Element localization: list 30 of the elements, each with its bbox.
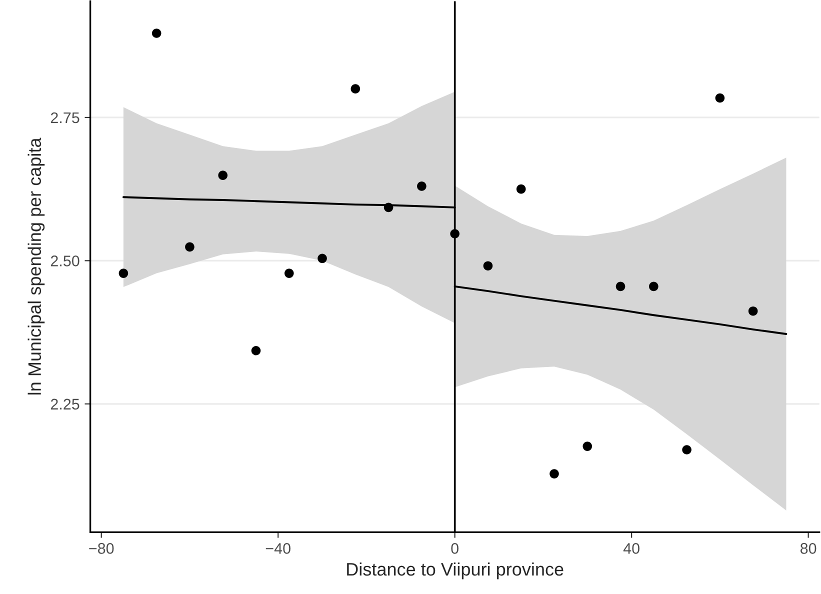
point (350, 84, 360, 94)
point (185, 242, 194, 252)
x-tick-label: 80 (800, 543, 816, 554)
point (152, 28, 162, 38)
point (616, 282, 626, 292)
point (384, 202, 394, 212)
point (550, 469, 559, 478)
x-tick-label: 40 (623, 543, 640, 554)
point (284, 268, 294, 278)
y-tick-label: 2.25 (50, 398, 80, 410)
point (251, 346, 261, 356)
y-tick-label: 2.50 (50, 256, 80, 266)
point (318, 254, 327, 264)
y-tick-label: 2.75 (50, 112, 80, 124)
x-tick-label: −80 (89, 543, 114, 554)
point (516, 184, 526, 194)
point (748, 306, 758, 316)
x-axis-title: Distance to Viipuri province (347, 562, 564, 580)
x-tick-label: 0 (451, 543, 458, 554)
point (582, 442, 592, 451)
point (682, 445, 692, 454)
point (218, 170, 228, 180)
x-tick-label: −40 (266, 543, 290, 554)
point (483, 261, 493, 271)
point (417, 182, 426, 191)
point (715, 93, 725, 103)
point (118, 268, 128, 278)
point (450, 229, 460, 238)
y-axis-title: ln Municipal spending per capita (28, 138, 45, 394)
point (649, 282, 658, 292)
